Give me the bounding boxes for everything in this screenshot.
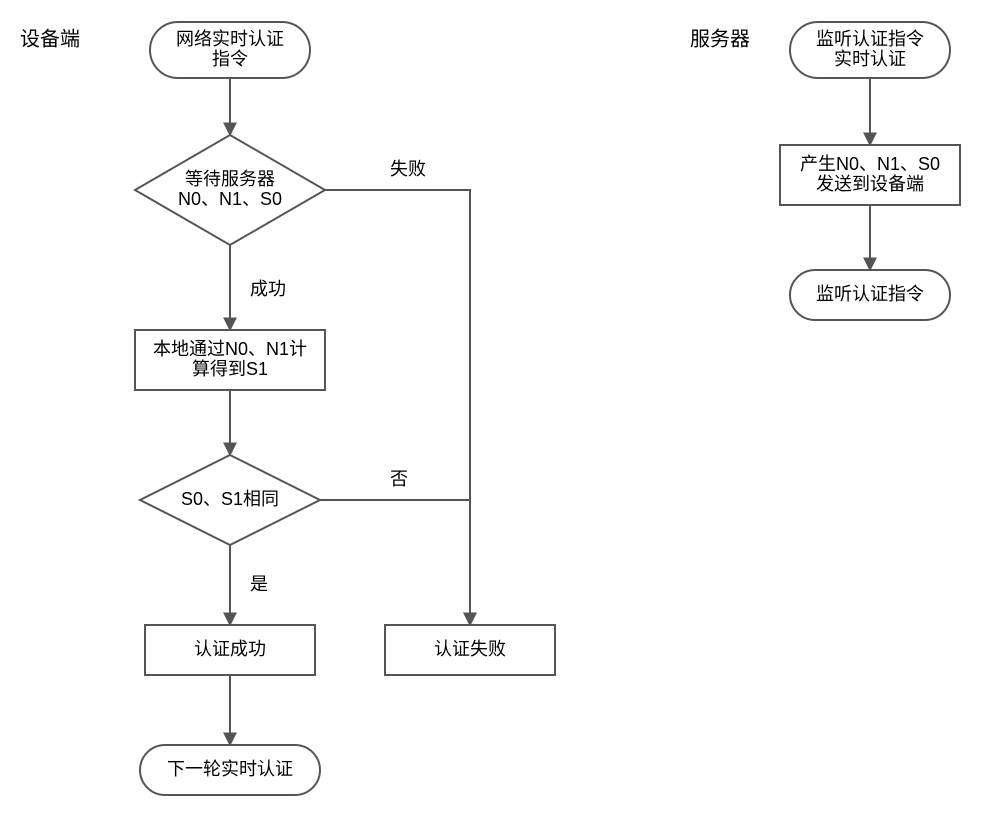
node-text: 认证失败: [434, 639, 506, 659]
node-compare: S0、S1相同: [140, 455, 320, 545]
node-text: N0、N1、S0: [178, 189, 282, 209]
node-text: 产生N0、N1、S0: [800, 154, 940, 174]
edge-label: 否: [390, 469, 408, 489]
node-text: 认证成功: [194, 639, 266, 659]
node-compute: 本地通过N0、N1计算得到S1: [135, 330, 325, 390]
node-text: 监听认证指令: [816, 284, 924, 304]
section-device: 设备端: [20, 27, 80, 50]
edge-label: 是: [250, 574, 268, 594]
section-server: 服务器: [690, 27, 750, 50]
edge-label: 失败: [390, 159, 426, 179]
node-text: 指令: [212, 49, 248, 69]
node-text: 下一轮实时认证: [167, 759, 293, 779]
node-text: 本地通过N0、N1计: [153, 339, 307, 359]
node-next: 下一轮实时认证: [140, 745, 320, 795]
edge: [325, 190, 470, 625]
node-text: 网络实时认证: [176, 29, 284, 49]
node-srv_gen: 产生N0、N1、S0发送到设备端: [780, 145, 960, 205]
node-fail: 认证失败: [385, 625, 555, 675]
node-text: 算得到S1: [192, 359, 268, 379]
node-srv_start: 监听认证指令实时认证: [790, 22, 950, 78]
node-text: 等待服务器: [185, 169, 275, 189]
node-success: 认证成功: [145, 625, 315, 675]
node-text: 发送到设备端: [816, 174, 924, 194]
node-srv_end: 监听认证指令: [790, 270, 950, 320]
node-text: 实时认证: [834, 49, 906, 69]
nodes: 网络实时认证指令等待服务器N0、N1、S0 本地通过N0、N1计算得到S1 S0、S…: [135, 22, 960, 795]
node-start: 网络实时认证指令: [150, 22, 310, 78]
edge: [320, 500, 470, 625]
node-text: 监听认证指令: [816, 29, 924, 49]
node-text: S0、S1相同: [181, 489, 279, 509]
node-wait: 等待服务器N0、N1、S0: [135, 135, 325, 245]
edge-label: 成功: [250, 279, 286, 299]
